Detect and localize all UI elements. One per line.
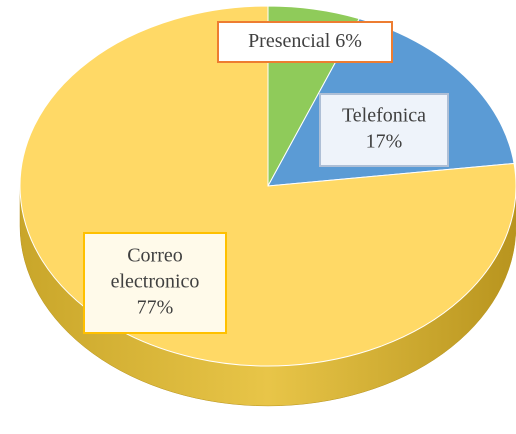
category-label: Presencial xyxy=(248,30,335,52)
category-label: Correo xyxy=(127,245,183,267)
data-label-text: Presencial 6% xyxy=(248,30,362,52)
value-label: 6% xyxy=(335,30,362,52)
data-label-box xyxy=(319,93,449,167)
data-label-box xyxy=(217,21,393,63)
value-label: 17% xyxy=(366,131,403,153)
data-label-box xyxy=(83,232,227,334)
value-label: 77% xyxy=(137,297,174,319)
data-label: Presencial 6% xyxy=(217,21,393,63)
category-label: Telefonica xyxy=(342,105,426,127)
category-label: electronico xyxy=(111,271,200,293)
data-label: Telefonica 17% xyxy=(319,93,449,167)
data-label: Correo electronico 77% xyxy=(83,232,227,334)
